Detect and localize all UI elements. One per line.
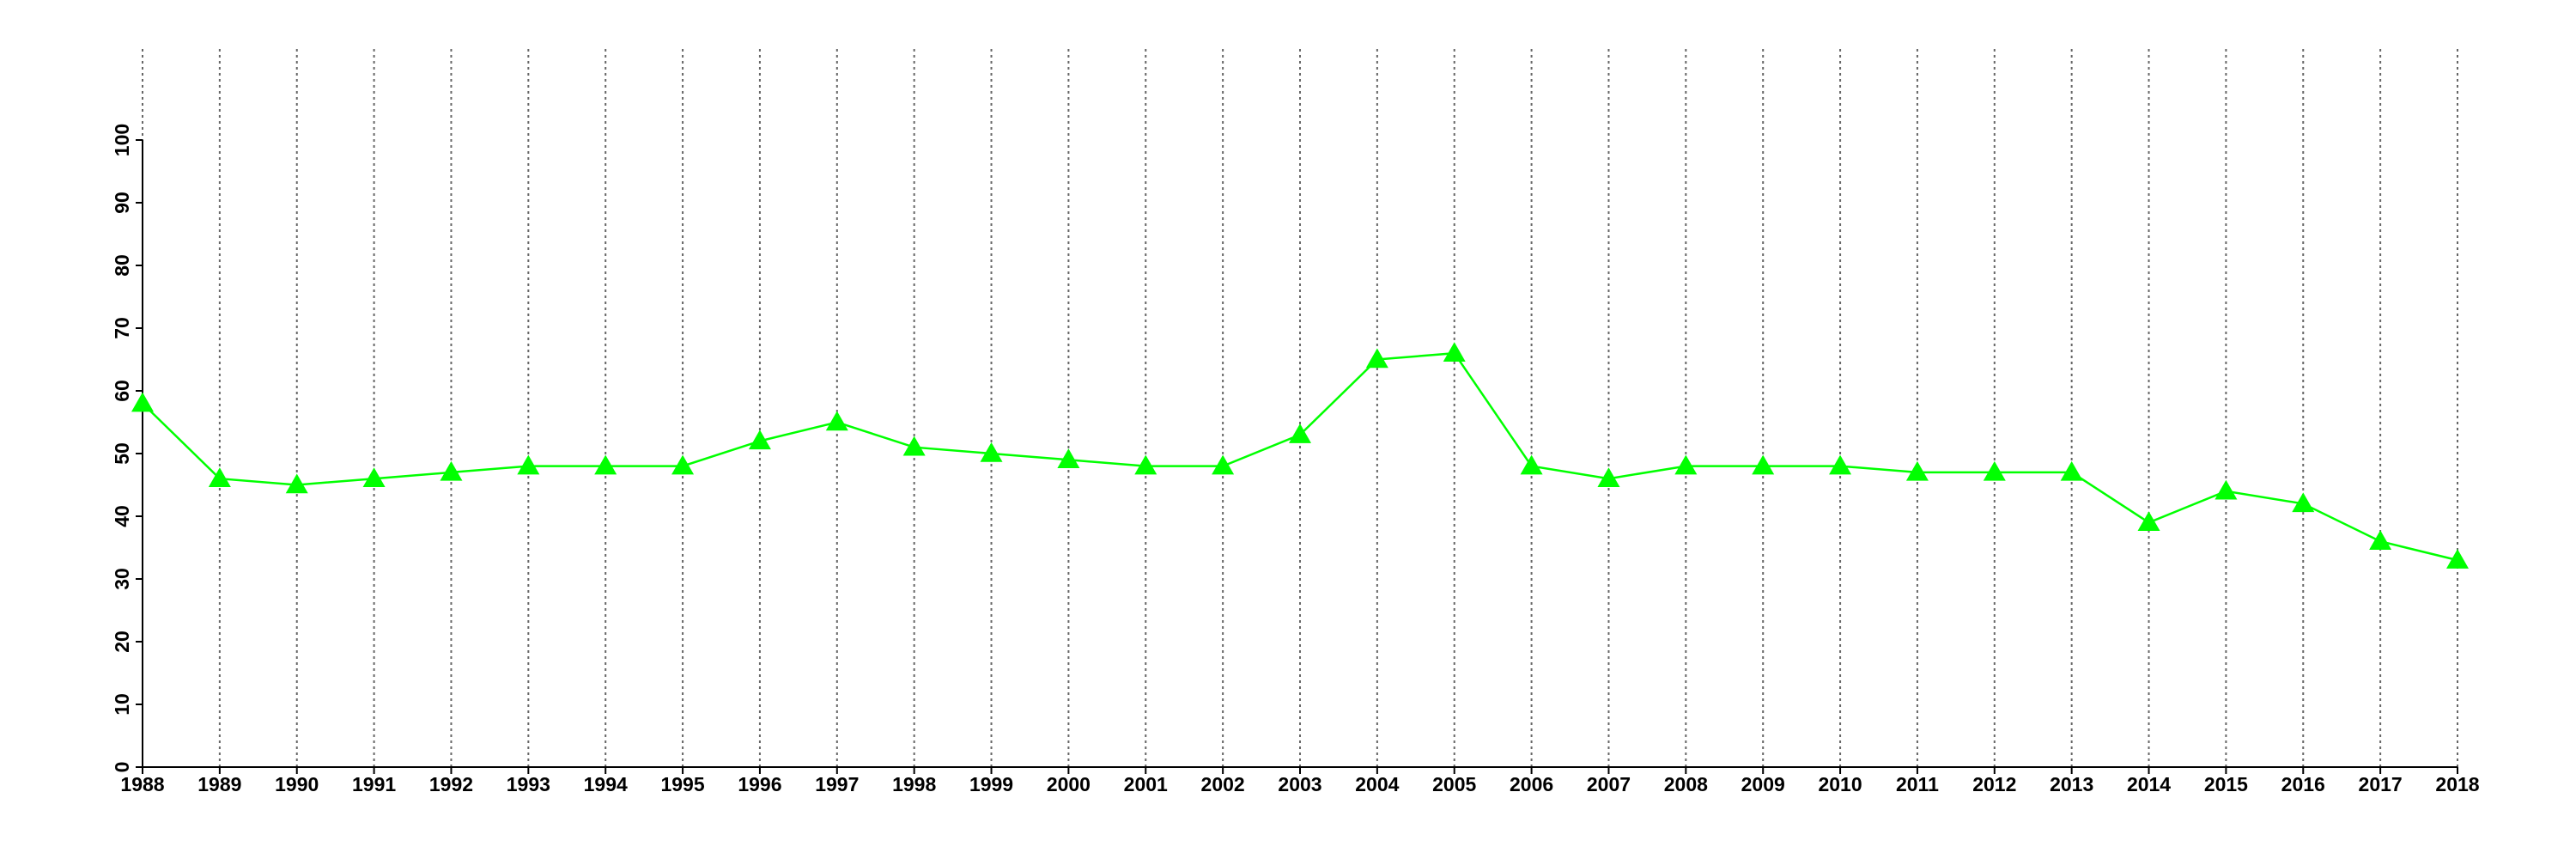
data-marker (362, 467, 386, 487)
y-tick-label: 10 (111, 693, 133, 716)
y-tick-label: 40 (111, 505, 133, 527)
x-tick-label: 1992 (429, 773, 473, 795)
data-marker (2215, 479, 2238, 500)
x-tick-label: 2016 (2281, 773, 2325, 795)
x-tick-label: 2010 (1818, 773, 1862, 795)
data-marker (980, 442, 1003, 462)
x-tick-label: 2014 (2127, 773, 2171, 795)
data-marker (1597, 467, 1620, 487)
data-marker (517, 454, 540, 475)
x-tick-label: 1988 (120, 773, 164, 795)
x-tick-label: 1993 (507, 773, 550, 795)
x-tick-label: 2002 (1201, 773, 1245, 795)
x-tick-label: 2015 (2204, 773, 2248, 795)
data-marker (440, 460, 463, 481)
x-tick-label: 2017 (2359, 773, 2403, 795)
y-tick-label: 90 (111, 192, 133, 214)
x-tick-label: 1989 (197, 773, 241, 795)
data-marker (1212, 454, 1235, 475)
y-tick-label: 20 (111, 631, 133, 653)
data-marker (1443, 342, 1466, 362)
x-tick-label: 1991 (352, 773, 396, 795)
data-marker (902, 436, 926, 456)
x-tick-label: 2012 (1972, 773, 2016, 795)
x-tick-label: 2005 (1432, 773, 1476, 795)
data-marker (825, 411, 848, 431)
y-tick-label: 70 (111, 317, 133, 339)
data-marker (1829, 454, 1852, 475)
y-tick-label: 30 (111, 568, 133, 590)
data-marker (671, 454, 695, 475)
data-marker (1134, 454, 1157, 475)
x-tick-label: 2006 (1510, 773, 1553, 795)
data-marker (285, 473, 308, 494)
x-tick-label: 1997 (815, 773, 859, 795)
y-tick-label: 100 (111, 124, 133, 156)
data-marker (1674, 454, 1698, 475)
x-tick-label: 2004 (1355, 773, 1399, 795)
x-tick-label: 2000 (1047, 773, 1091, 795)
x-tick-label: 2008 (1664, 773, 1708, 795)
x-tick-label: 1998 (892, 773, 936, 795)
y-tick-label: 60 (111, 380, 133, 402)
data-marker (2060, 460, 2083, 481)
data-marker (2446, 549, 2469, 569)
data-marker (594, 454, 617, 475)
data-marker (1057, 448, 1080, 469)
data-marker (1289, 423, 1311, 443)
x-tick-label: 1994 (584, 773, 628, 795)
x-tick-label: 1999 (969, 773, 1013, 795)
y-tick-label: 50 (111, 442, 133, 465)
data-marker (1365, 348, 1388, 369)
x-tick-label: 1995 (660, 773, 704, 795)
x-tick-label: 2003 (1278, 773, 1321, 795)
x-tick-label: 2007 (1587, 773, 1631, 795)
data-marker (208, 467, 231, 487)
data-marker (1752, 454, 1775, 475)
x-tick-label: 2009 (1741, 773, 1785, 795)
data-line (142, 351, 2458, 562)
y-tick-label: 80 (111, 254, 133, 277)
x-tick-label: 2013 (2050, 773, 2093, 795)
x-tick-label: 2011 (1896, 773, 1939, 795)
data-marker (1905, 460, 1929, 481)
data-marker (1983, 460, 2006, 481)
data-marker (1520, 454, 1543, 475)
data-marker (2137, 511, 2160, 532)
data-marker (748, 430, 771, 450)
x-tick-label: 1996 (738, 773, 781, 795)
data-marker (2292, 492, 2315, 513)
y-tick-label: 0 (111, 762, 133, 773)
x-tick-label: 1990 (275, 773, 319, 795)
x-tick-label: 2001 (1124, 773, 1168, 795)
data-marker (2369, 530, 2392, 550)
x-tick-label: 2018 (2435, 773, 2479, 795)
data-marker (131, 392, 154, 412)
